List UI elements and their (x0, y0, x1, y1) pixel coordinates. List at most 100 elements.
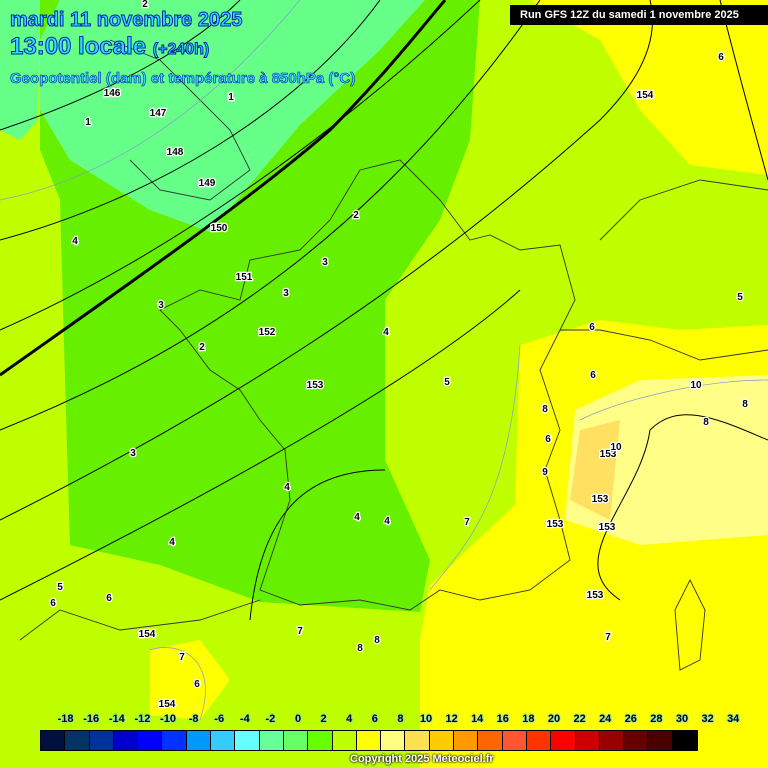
legend-swatch (113, 731, 139, 750)
legend-tick: 16 (496, 713, 509, 725)
legend-tick: -6 (214, 713, 225, 725)
legend-swatch (65, 731, 90, 750)
contour-label: 3 (283, 288, 289, 299)
contour-label: 153 (547, 519, 564, 530)
legend-swatch (41, 731, 66, 750)
contour-label: 5 (57, 582, 63, 593)
legend-swatch (308, 731, 333, 750)
contour-label: 2 (199, 342, 205, 353)
contour-label: 6 (718, 52, 724, 63)
legend-tick: 30 (675, 713, 689, 725)
forecast-time: 13:00 locale (+240h) (9, 33, 210, 61)
contour-label: 4 (72, 236, 78, 247)
contour-label: 150 (211, 223, 228, 234)
contour-label: 6 (50, 598, 56, 609)
contour-label: 6 (589, 322, 595, 333)
legend-swatch (672, 731, 698, 750)
legend-swatch (551, 731, 576, 750)
legend-swatch (575, 731, 600, 750)
contour-label: 153 (307, 380, 324, 391)
contour-label: 8 (374, 635, 380, 646)
legend-swatch (283, 731, 309, 750)
legend-tick: 22 (573, 713, 586, 725)
contour-label: 147 (150, 108, 167, 119)
contour-label: 8 (703, 417, 709, 428)
contour-label: 151 (236, 272, 253, 283)
legend-tick: 0 (294, 713, 302, 725)
geopotential-contour-150 (0, 0, 447, 377)
contour-label: 6 (545, 434, 551, 445)
legend-swatch (211, 731, 236, 750)
contour-label: 4 (284, 482, 290, 493)
contour-label: 149 (199, 178, 216, 189)
contour-label: 4 (169, 537, 175, 548)
legend-swatch (235, 731, 260, 750)
geopotential-contours (0, 0, 768, 621)
forecast-date: mardi 11 novembre 2025 (9, 9, 243, 32)
contour-label: 7 (605, 632, 611, 643)
legend-tick: -4 (239, 713, 250, 725)
contour-label: 8 (542, 404, 548, 415)
contour-label: 153 (587, 590, 604, 601)
legend-tick: 26 (624, 713, 637, 725)
legend-tick: 32 (701, 713, 714, 725)
contour-label: 153 (600, 449, 617, 460)
contour-label: 154 (139, 629, 156, 640)
contour-label: 8 (742, 399, 748, 410)
country-borders (19, 39, 768, 671)
isotherms (0, 0, 768, 721)
legend-swatch (381, 731, 406, 750)
contour-label: 7 (297, 626, 303, 637)
temp-zone-2 (40, 0, 425, 232)
legend-tick: 8 (397, 713, 404, 725)
legend-swatch (624, 731, 649, 750)
legend-tick: 12 (445, 713, 458, 725)
contour-label: 10 (690, 380, 702, 391)
legend-swatch (454, 731, 479, 750)
legend-tick: 28 (650, 713, 663, 725)
legend-swatch (138, 731, 163, 750)
contour-label: 5 (737, 292, 743, 303)
legend-tick: 6 (371, 713, 378, 725)
local-time: 13:00 locale (9, 33, 147, 61)
lead-time: (+240h) (152, 41, 210, 59)
color-scale-legend (40, 730, 699, 751)
contour-label: 4 (383, 327, 389, 338)
temp-zone-8-sw (150, 640, 230, 720)
contour-label: 2 (142, 0, 148, 10)
legend-swatch (332, 731, 357, 750)
contour-label: 4 (354, 512, 360, 523)
run-info: Run GFS 12Z du samedi 1 novembre 2025 (510, 5, 768, 25)
legend-swatch (599, 731, 625, 750)
contour-label: 153 (599, 522, 616, 533)
temp-zone-8-ne (530, 0, 768, 175)
legend-tick: 10 (419, 713, 433, 725)
legend-tick: -12 (134, 713, 151, 725)
legend-swatch (526, 731, 552, 750)
contour-label: 5 (444, 377, 450, 388)
contour-label: 6 (590, 370, 596, 381)
legend-swatch (89, 731, 114, 750)
contour-label: 2 (353, 210, 359, 221)
legend-swatch (186, 731, 212, 750)
legend-swatch (478, 731, 503, 750)
contour-label: 9 (542, 467, 548, 478)
legend-swatch (648, 731, 673, 750)
legend-swatch (405, 731, 430, 750)
contour-label: 4 (384, 516, 390, 527)
legend-tick: -8 (188, 713, 199, 725)
contour-label: 1 (228, 92, 234, 103)
legend-tick: 14 (471, 713, 484, 725)
legend-swatch (259, 731, 284, 750)
contour-label: 148 (167, 147, 184, 158)
legend-tick: -2 (265, 713, 276, 725)
contour-label: 154 (159, 699, 176, 710)
legend-swatch (356, 731, 382, 750)
legend-tick: 24 (599, 713, 612, 725)
contour-label: 6 (106, 593, 112, 604)
contour-label: 152 (259, 327, 276, 338)
contour-label: 10 (610, 442, 622, 453)
